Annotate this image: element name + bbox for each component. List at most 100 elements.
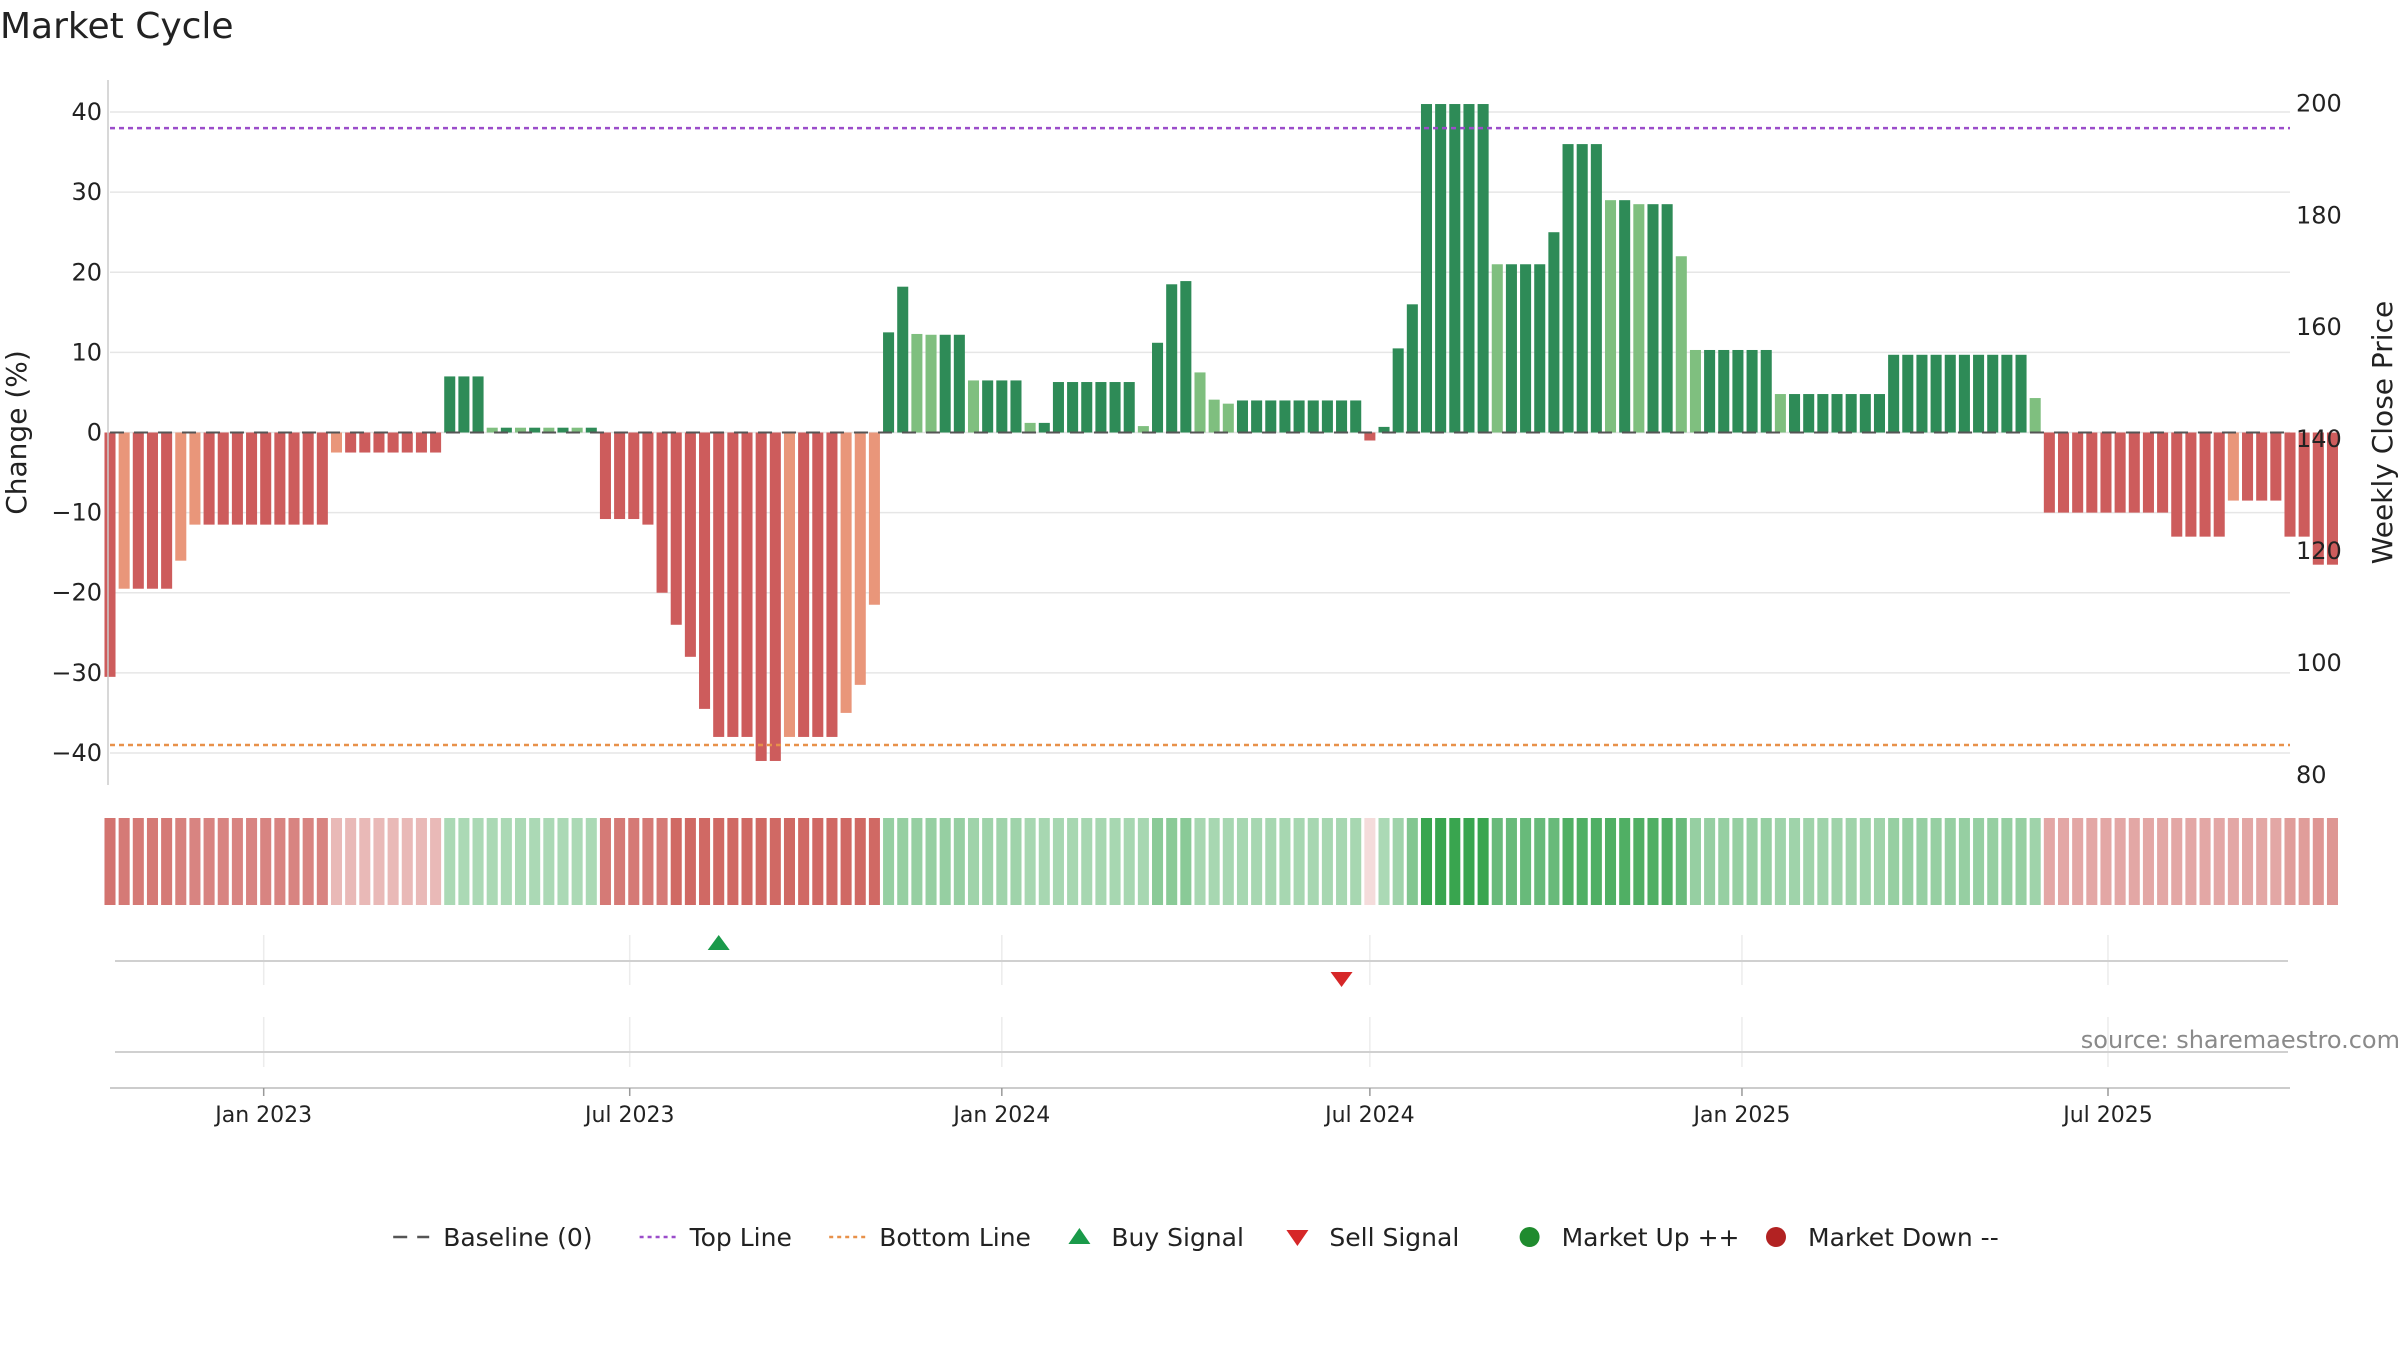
bar xyxy=(1520,264,1532,433)
heat-cell xyxy=(2100,818,2112,905)
heat-cell xyxy=(1095,818,1107,905)
heat-cell xyxy=(359,818,371,905)
heat-cell xyxy=(302,818,314,905)
y2-tick-label: 80 xyxy=(2296,761,2327,789)
bar xyxy=(1095,382,1107,433)
bar xyxy=(1746,349,1758,433)
bar xyxy=(1633,204,1645,433)
heat-cell xyxy=(812,818,824,905)
bar xyxy=(1123,382,1135,433)
bar xyxy=(2199,432,2211,537)
bar xyxy=(1364,432,1376,441)
heat-cell xyxy=(1576,818,1588,905)
heat-cell xyxy=(628,818,640,905)
bar xyxy=(2142,432,2154,513)
bar xyxy=(812,432,824,737)
heat-cell xyxy=(1817,818,1829,905)
bar xyxy=(2227,432,2239,501)
bar xyxy=(1052,382,1064,433)
bar xyxy=(132,432,144,589)
heat-cell xyxy=(146,818,158,905)
bar xyxy=(2157,432,2169,513)
bar xyxy=(755,432,767,761)
bar xyxy=(1604,200,1617,433)
bar xyxy=(373,432,385,453)
heat-strip-layer xyxy=(104,818,2338,905)
bar xyxy=(1463,104,1475,433)
bar xyxy=(2284,432,2296,537)
heat-cell xyxy=(897,818,909,905)
bar xyxy=(1930,354,1942,433)
heat-cell xyxy=(330,818,343,905)
legend-item: Sell Signal xyxy=(1286,1223,1459,1252)
bar xyxy=(1449,104,1461,433)
heat-cell xyxy=(1350,818,1362,905)
bar xyxy=(642,432,654,525)
bar xyxy=(387,432,399,453)
bar xyxy=(1222,403,1234,433)
legend-label: Market Down -- xyxy=(1808,1223,1999,1252)
heat-cell xyxy=(2312,818,2324,905)
bar xyxy=(1647,204,1659,433)
chart-title: Market Cycle xyxy=(0,6,234,47)
y2-tick-label: 180 xyxy=(2296,201,2342,229)
x-tick-label: Jul 2025 xyxy=(2061,1103,2153,1128)
heat-cell xyxy=(1704,818,1716,905)
heat-cell xyxy=(1916,818,1928,905)
bar xyxy=(939,334,951,433)
bar xyxy=(345,432,357,453)
heat-cell xyxy=(2227,818,2239,905)
heat-cell xyxy=(2284,818,2296,905)
heat-cell xyxy=(1449,818,1461,905)
legend-item: Baseline (0) xyxy=(393,1223,593,1252)
bar xyxy=(868,432,880,605)
bar xyxy=(2213,432,2225,537)
heat-cell xyxy=(175,818,187,905)
bar xyxy=(1661,204,1673,433)
bar xyxy=(2312,432,2324,565)
circle-icon xyxy=(1766,1227,1786,1247)
heat-cell xyxy=(203,818,215,905)
y2-tick-label: 100 xyxy=(2296,649,2342,677)
x-axis-layer: Jan 2023 Jul 2023 Jan 2024 Jul 2024 Jan 2025… xyxy=(110,1087,2290,1128)
bar xyxy=(231,432,243,525)
heat-cell xyxy=(1336,818,1348,905)
bar xyxy=(217,432,229,525)
y-tick-label: −40 xyxy=(51,739,102,767)
heat-cell xyxy=(1251,818,1263,905)
heat-cell xyxy=(967,818,980,905)
bar xyxy=(982,380,994,433)
legend-label: Buy Signal xyxy=(1111,1223,1244,1252)
bar xyxy=(1435,104,1447,433)
bar xyxy=(1406,304,1418,433)
bar xyxy=(571,427,583,433)
bar xyxy=(656,432,668,593)
bar xyxy=(967,380,980,433)
heat-cell xyxy=(826,818,838,905)
heat-cell xyxy=(161,818,173,905)
heat-cell xyxy=(571,818,583,905)
heat-cell xyxy=(2142,818,2154,905)
heat-cell xyxy=(486,818,498,905)
y-tick-label: 0 xyxy=(87,419,102,447)
y-tick-label: −20 xyxy=(51,579,102,607)
bar xyxy=(1562,144,1574,433)
heat-cell xyxy=(1321,818,1333,905)
bar xyxy=(854,432,866,685)
legend-label: Sell Signal xyxy=(1329,1223,1459,1252)
heat-cell xyxy=(769,818,781,905)
bar xyxy=(1859,394,1871,433)
heat-cell xyxy=(472,818,484,905)
legend-item: Market Up ++ xyxy=(1519,1223,1740,1252)
heat-cell xyxy=(783,818,796,905)
bar xyxy=(1321,400,1333,433)
bar xyxy=(1491,264,1503,433)
bar xyxy=(897,286,909,433)
heat-cell xyxy=(1406,818,1418,905)
heat-cell xyxy=(1024,818,1036,905)
heat-cell xyxy=(1477,818,1489,905)
heat-cell xyxy=(444,818,456,905)
bar xyxy=(670,432,682,625)
heat-cell xyxy=(1888,818,1900,905)
bar xyxy=(769,432,781,761)
